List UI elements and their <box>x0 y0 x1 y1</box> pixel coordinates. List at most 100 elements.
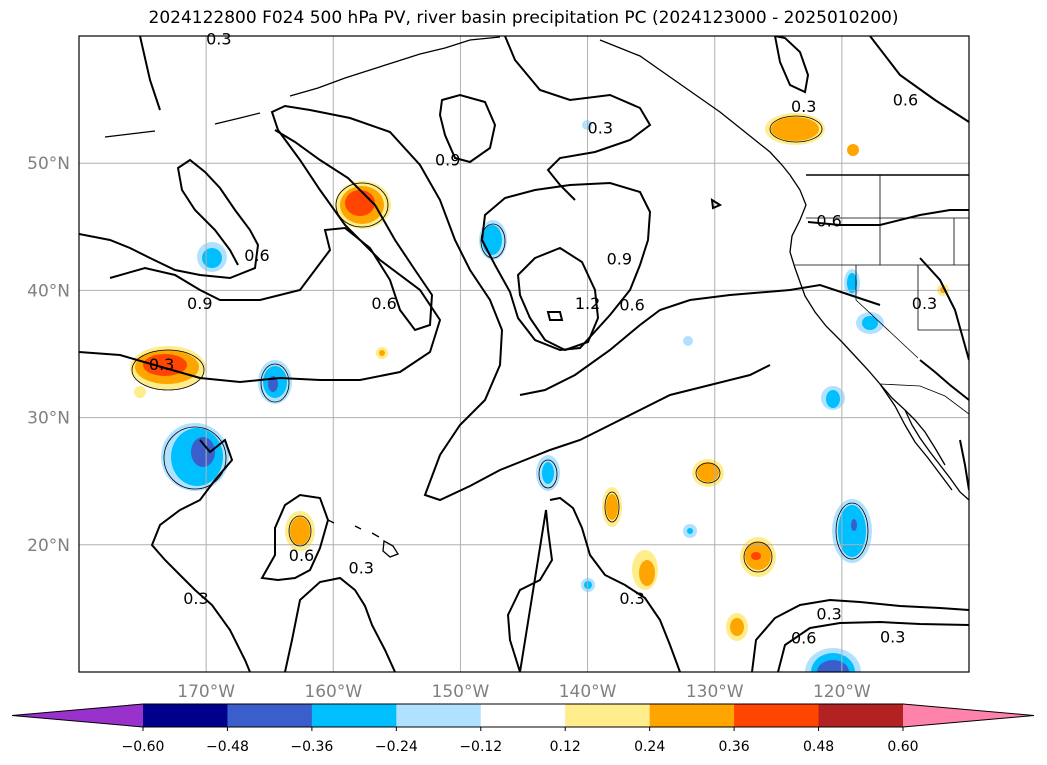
coastline-baja <box>879 383 953 491</box>
colorbar-tick-label: 0.24 <box>634 739 665 755</box>
contour-label: 0.3 <box>880 627 905 646</box>
lon-tick-label: 120°W <box>813 682 871 702</box>
contour-0.6-west <box>79 158 260 280</box>
shade-negative <box>542 462 554 484</box>
lon-tick-label: 140°W <box>559 682 617 702</box>
colorbar: −0.60 −0.48 −0.36 −0.24 −0.12 0.12 0.24 0.36 0.4… <box>11 703 1035 755</box>
contour-0.3-west <box>79 104 771 502</box>
shade-positive <box>134 386 146 398</box>
contour-label: 0.6 <box>371 294 396 313</box>
coastline-alaska <box>104 36 791 176</box>
shade-positive <box>606 494 618 520</box>
colorbar-tick-label: 0.12 <box>550 739 581 755</box>
map-frame <box>78 35 970 673</box>
shade-positive <box>290 517 310 545</box>
map-title: 2024122800 F024 500 hPa PV, river basin … <box>148 8 899 28</box>
lon-tick-label: 130°W <box>686 682 744 702</box>
colorbar-tick-label: 0.36 <box>719 739 750 755</box>
shade-positive <box>751 552 761 560</box>
shade-positive <box>771 117 819 141</box>
shade-positive <box>697 462 719 482</box>
contour-label: 0.9 <box>435 150 460 169</box>
state-borders <box>795 175 969 359</box>
precipitation-shading <box>130 113 949 672</box>
colorbar-extend-low <box>12 704 143 727</box>
shade-negative <box>826 390 840 408</box>
shade-negative <box>683 336 693 346</box>
colorbar-bin <box>227 704 313 727</box>
longitude-labels: 170°W 160°W 150°W 140°W 130°W 120°W <box>177 682 871 702</box>
lat-tick-label: 30°N <box>27 409 70 429</box>
contour-0.3-fb <box>710 198 723 210</box>
contour-label: 0.3 <box>912 294 937 313</box>
outline <box>480 223 506 259</box>
contour-1.2-center <box>516 246 600 352</box>
shade-negative <box>582 120 592 130</box>
outline <box>131 349 205 391</box>
border-us-mexico <box>879 383 969 415</box>
contour-labels: 0.30.30.30.60.90.60.9 0.60.91.2 0.60.60.30… <box>149 30 937 648</box>
contour-0.9-west <box>109 129 434 332</box>
hawaii-islands <box>327 519 399 558</box>
precipitation-outlines <box>131 115 869 573</box>
latitude-labels: 50°N 40°N 30°N 20°N <box>27 154 70 556</box>
contour-label: 0.3 <box>816 604 841 623</box>
contour-label: 0.3 <box>588 119 613 138</box>
contour-label: 0.9 <box>187 294 212 313</box>
colorbar-bin <box>734 704 820 727</box>
contour-label: 0.3 <box>791 97 816 116</box>
colorbar-tick-label: −0.36 <box>290 739 333 755</box>
colorbar-extend-high <box>903 704 1034 727</box>
contour-label: 0.3 <box>619 589 644 608</box>
outline <box>835 502 869 560</box>
lat-tick-label: 50°N <box>27 154 70 174</box>
shade-negative <box>817 660 849 672</box>
shade-negative <box>202 248 222 268</box>
outline <box>695 462 721 484</box>
contour-label: 0.3 <box>183 589 208 608</box>
contour-label: 0.6 <box>289 546 314 565</box>
coastline-north-america <box>789 174 969 501</box>
colorbar-bin <box>818 704 904 727</box>
shade-negative <box>191 437 215 467</box>
colorbar-bin <box>396 704 482 727</box>
colorbar-tick-label: 0.60 <box>887 739 918 755</box>
colorbar-tick-label: −0.48 <box>206 739 249 755</box>
contour-label: 0.6 <box>244 246 269 265</box>
lat-tick-label: 40°N <box>27 281 70 301</box>
colorbar-tick-label: −0.60 <box>122 739 165 755</box>
contour-0.6-south <box>260 493 330 582</box>
pv-contours <box>79 36 969 672</box>
contour-0.6-center <box>519 283 881 396</box>
contour-0.3-east <box>919 257 969 491</box>
shade-negative <box>687 528 693 534</box>
shade-negative <box>847 273 857 293</box>
contour-label: 0.6 <box>619 295 644 314</box>
contour-label: 0.3 <box>349 559 374 578</box>
colorbar-bin <box>311 704 397 727</box>
colorbar-bin <box>649 704 735 727</box>
shade-negative <box>862 316 878 330</box>
contour-0.6-northeast <box>807 209 969 226</box>
outline <box>538 459 558 489</box>
outline <box>260 363 290 403</box>
shade-negative <box>851 519 857 531</box>
colorbar-bin <box>143 704 228 727</box>
lon-tick-label: 160°W <box>304 682 362 702</box>
outline <box>288 515 312 547</box>
contour-0.3-southeast <box>506 496 681 672</box>
shade-positive <box>847 144 859 156</box>
colorbar-tick-label: −0.12 <box>459 739 502 755</box>
lat-tick-label: 20°N <box>27 536 70 556</box>
contour-label: 0.3 <box>206 30 231 49</box>
outline <box>743 541 773 573</box>
outline <box>163 426 227 490</box>
colorbar-tick-label: −0.24 <box>375 739 418 755</box>
contour-label: 0.9 <box>607 250 632 269</box>
colorbar-bin <box>565 704 651 727</box>
shade-positive <box>379 350 385 356</box>
contour-0.3-south <box>150 438 396 672</box>
shade-negative <box>482 225 502 255</box>
colorbar-bin <box>480 704 566 727</box>
